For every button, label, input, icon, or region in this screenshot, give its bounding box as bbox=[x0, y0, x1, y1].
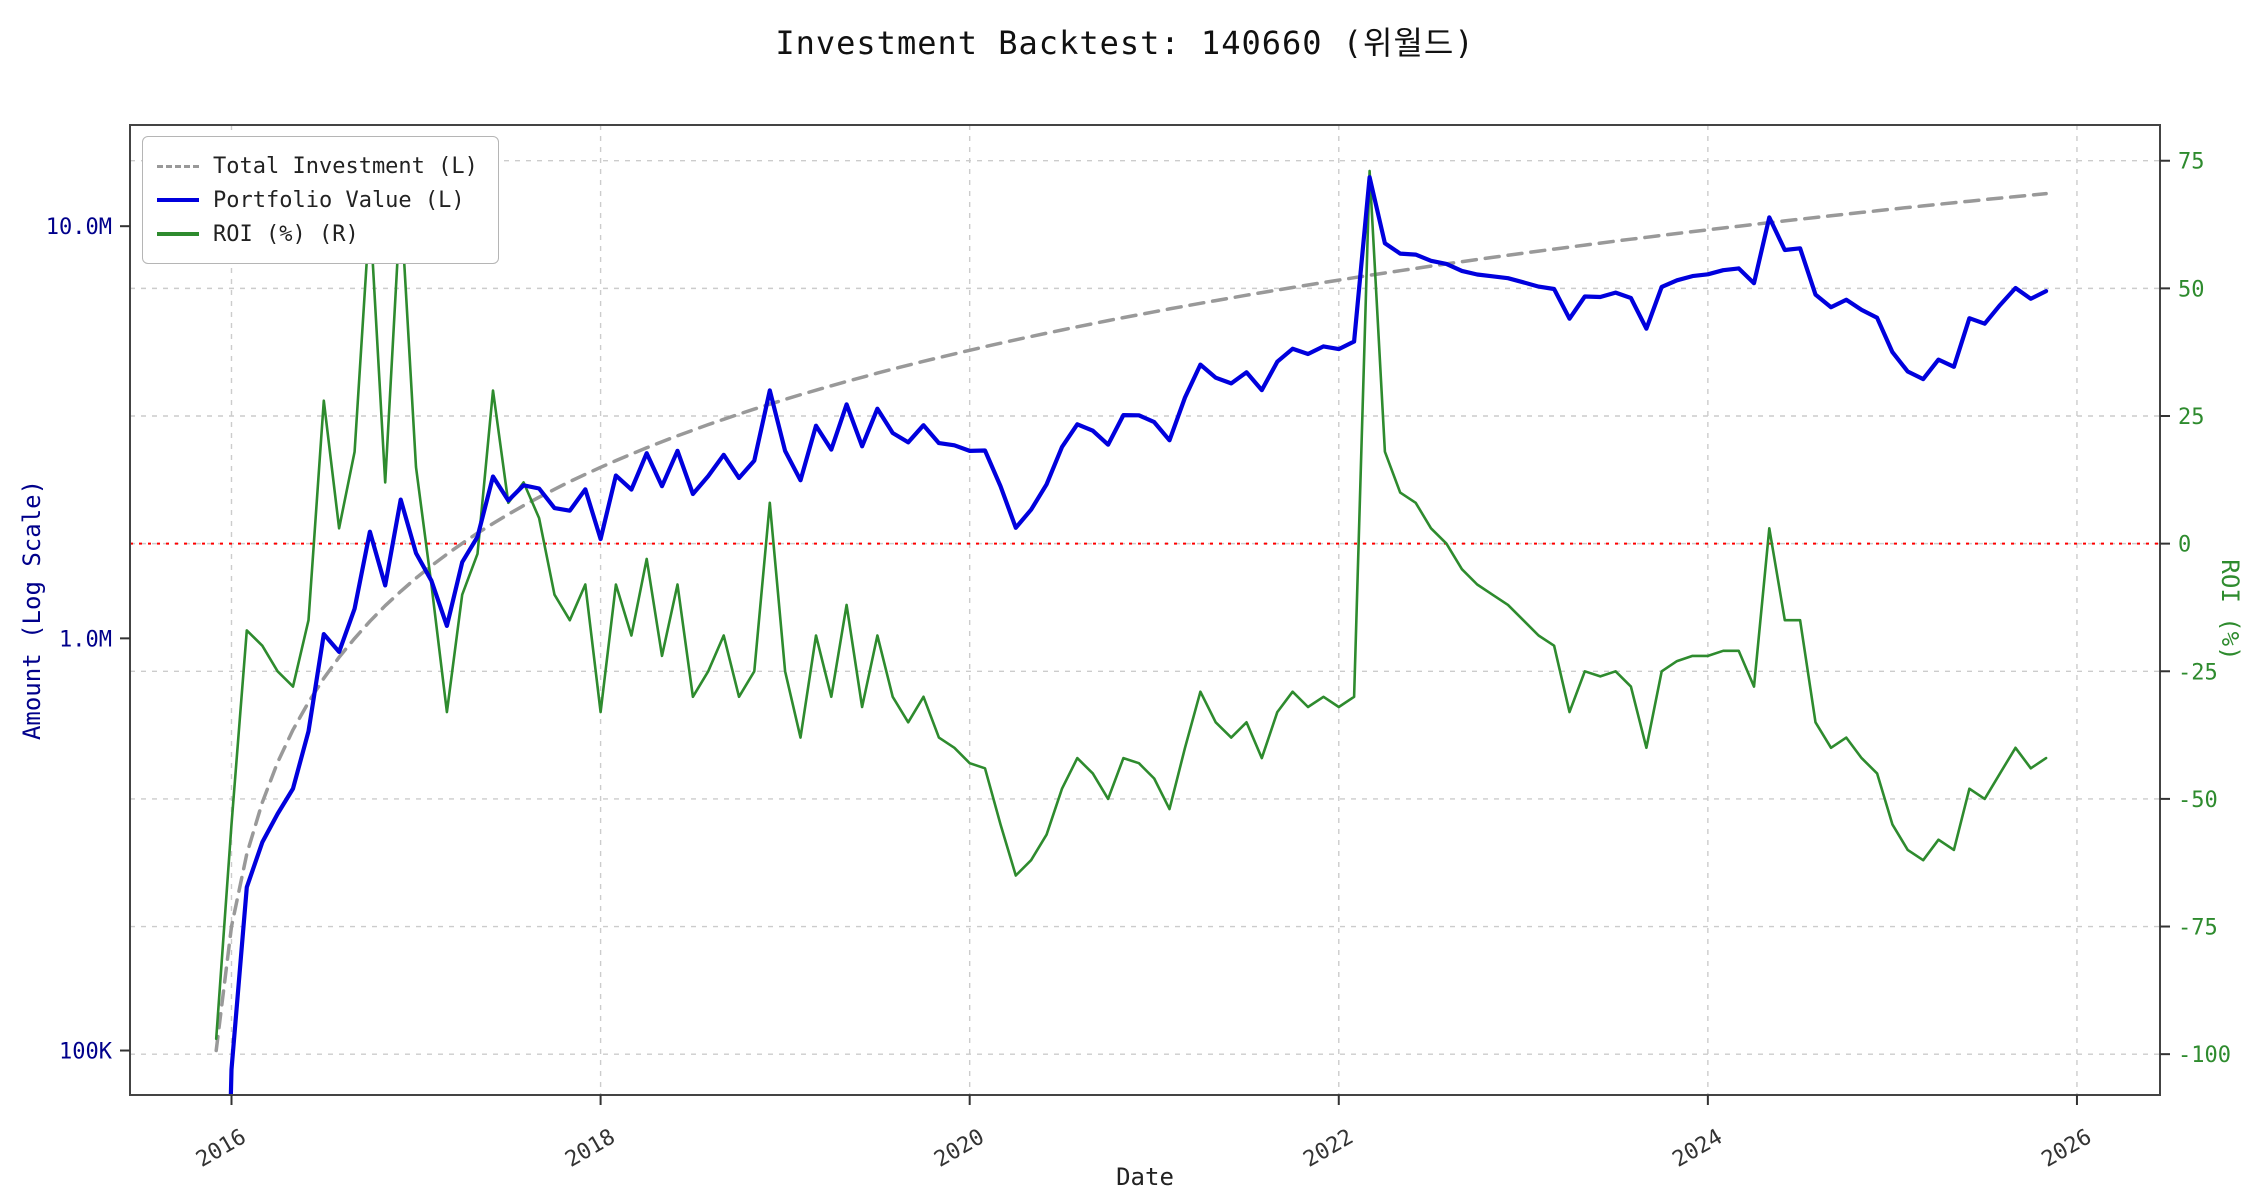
x-tick-label: 2018 bbox=[561, 1125, 619, 1173]
right-tick-label: 75 bbox=[2178, 150, 2205, 175]
right-tick-label: 0 bbox=[2178, 533, 2191, 558]
left-tick-label: 1.0M bbox=[59, 627, 112, 652]
left-tick-label: 10.0M bbox=[46, 215, 112, 240]
right-tick-label: -50 bbox=[2178, 788, 2218, 813]
dashed-line-swatch-icon bbox=[157, 164, 199, 168]
x-tick-label: 2016 bbox=[192, 1125, 250, 1173]
legend-item-roi: ROI (%) (R) bbox=[157, 217, 478, 251]
series-group bbox=[214, 169, 2049, 1095]
right-tick-label: -25 bbox=[2178, 660, 2218, 685]
roi-line bbox=[214, 169, 2048, 1041]
right-tick-label: 25 bbox=[2178, 405, 2205, 430]
chart-title: Investment Backtest: 140660 (위월드) bbox=[775, 24, 1475, 62]
axis-ticks: 2016 2018 2020 2022 2024 2026 100K 1.0M 10.0M 75 5… bbox=[46, 150, 2231, 1173]
x-tick-label: 2020 bbox=[930, 1125, 988, 1173]
legend-label: ROI (%) (R) bbox=[213, 221, 359, 247]
right-tick-label: -100 bbox=[2178, 1043, 2231, 1068]
left-tick-label: 100K bbox=[59, 1040, 113, 1065]
x-axis-title: Date bbox=[1116, 1163, 1174, 1191]
solid-line-swatch-icon bbox=[157, 198, 199, 202]
right-tick-label: -75 bbox=[2178, 916, 2218, 941]
plot-border bbox=[129, 124, 2161, 1096]
x-tick-label: 2022 bbox=[1299, 1125, 1357, 1173]
right-tick-label: 50 bbox=[2178, 277, 2205, 302]
legend-item-portfolio-value: Portfolio Value (L) bbox=[157, 183, 478, 217]
legend-label: Portfolio Value (L) bbox=[213, 187, 465, 213]
legend-item-total-investment: Total Investment (L) bbox=[157, 149, 478, 183]
chart-legend: Total Investment (L) Portfolio Value (L)… bbox=[142, 136, 499, 264]
portfolio-value-line bbox=[228, 175, 2049, 1095]
legend-label: Total Investment (L) bbox=[213, 153, 478, 179]
x-tick-label: 2026 bbox=[2038, 1125, 2096, 1173]
left-axis-title: Amount (Log Scale) bbox=[18, 480, 46, 740]
right-axis-title: ROI (%) bbox=[2216, 559, 2244, 660]
x-tick-label: 2024 bbox=[1668, 1125, 1726, 1173]
total-investment-line bbox=[214, 191, 2048, 1053]
solid-line-swatch-icon bbox=[157, 232, 199, 236]
